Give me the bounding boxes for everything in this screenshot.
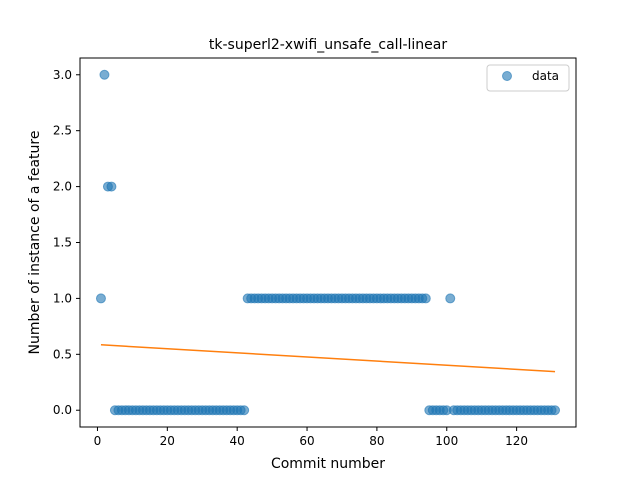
data-point <box>550 405 561 416</box>
y-tick-label: 2.5 <box>53 124 72 138</box>
x-axis-ticks: 0 20 40 60 80 100 120 <box>94 427 528 448</box>
data-point <box>420 293 431 304</box>
x-tick-label: 20 <box>160 434 175 448</box>
legend-marker-data <box>502 71 512 81</box>
y-tick-label: 0.5 <box>53 347 72 361</box>
data-point <box>445 293 456 304</box>
x-axis-label: Commit number <box>271 456 385 472</box>
data-point <box>239 405 250 416</box>
x-tick-label: 80 <box>369 434 384 448</box>
chart-title: tk-superl2-xwifi_unsafe_call-linear <box>209 37 447 53</box>
plot-area <box>95 69 561 416</box>
y-tick-label: 2.0 <box>53 180 72 194</box>
y-tick-label: 0.0 <box>53 403 72 417</box>
y-tick-label: 1.0 <box>53 291 72 305</box>
x-tick-label: 40 <box>230 434 245 448</box>
y-axis-label: Number of instance of a feature <box>27 131 43 355</box>
data-point <box>106 181 117 192</box>
data-point <box>99 69 110 80</box>
data-point <box>95 293 106 304</box>
x-tick-label: 100 <box>435 434 458 448</box>
x-tick-label: 120 <box>505 434 528 448</box>
legend-label-data: data <box>532 69 559 83</box>
x-tick-label: 60 <box>299 434 314 448</box>
legend: data <box>486 64 570 92</box>
fit-line <box>100 344 556 373</box>
y-tick-label: 3.0 <box>53 68 72 82</box>
y-axis-ticks: 0.0 0.5 1.0 1.5 2.0 2.5 3.0 <box>53 68 80 417</box>
x-tick-label: 0 <box>94 434 102 448</box>
y-tick-label: 1.5 <box>53 236 72 250</box>
